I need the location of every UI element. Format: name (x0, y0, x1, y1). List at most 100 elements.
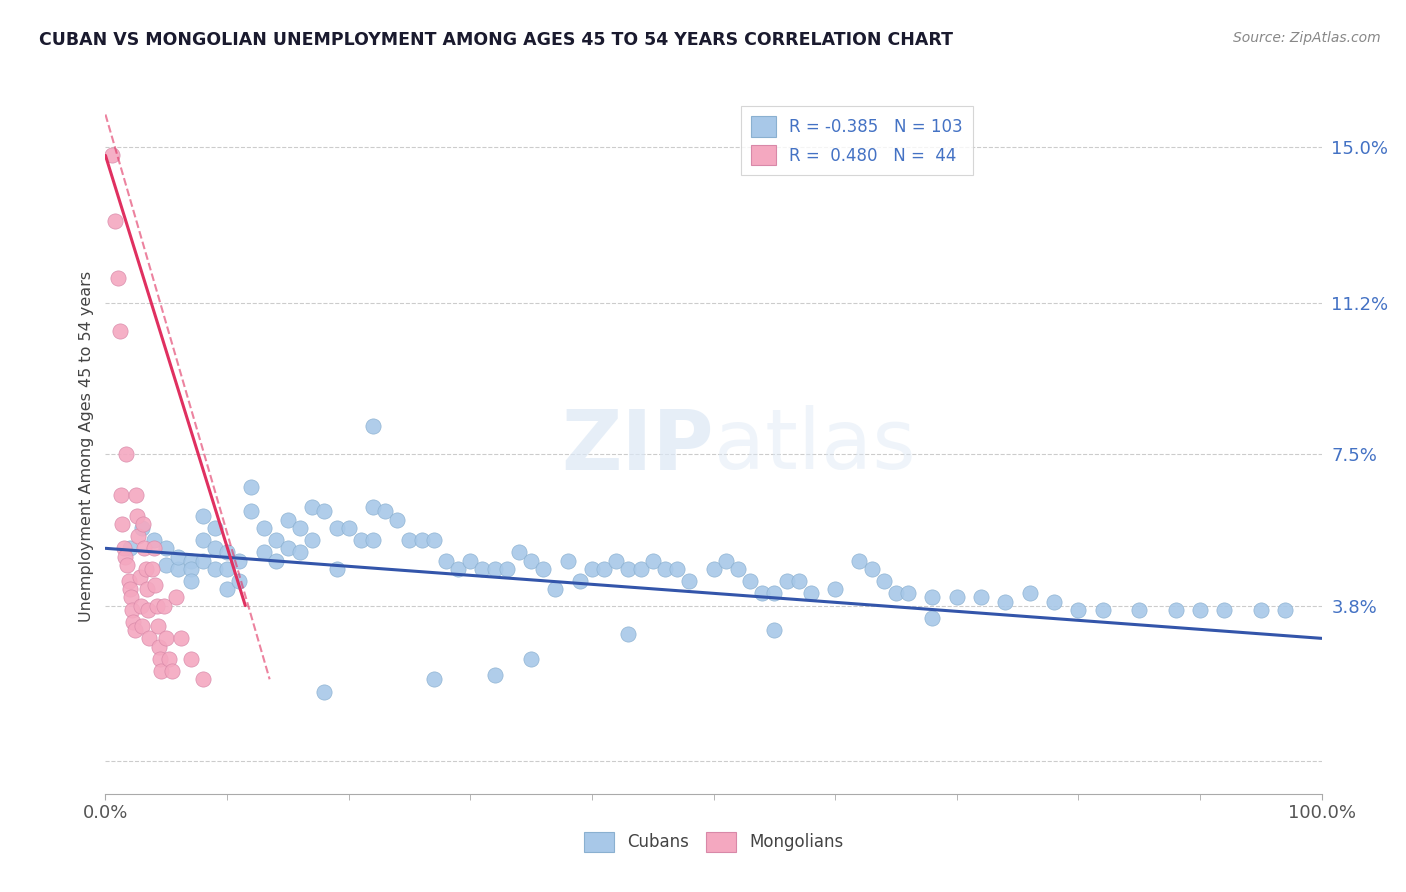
Point (484, 562, 506, 576)
Point (581, 562, 603, 576)
Point (848, 553, 870, 567)
Point (191, 673, 214, 687)
Point (398, 533, 420, 548)
Point (617, 562, 640, 576)
Point (921, 611, 943, 625)
Point (897, 586, 920, 600)
Point (361, 418, 384, 433)
Point (141, 562, 163, 576)
Point (751, 586, 773, 600)
Point (520, 652, 543, 666)
Point (153, 599, 176, 613)
Point (125, 488, 148, 502)
Point (458, 553, 481, 567)
Point (763, 623, 786, 637)
Point (217, 545, 239, 559)
Point (301, 533, 323, 548)
Point (787, 574, 810, 588)
Legend: Cubans, Mongolians: Cubans, Mongolians (576, 825, 851, 859)
Point (288, 521, 311, 535)
Point (204, 562, 226, 576)
Point (138, 632, 160, 646)
Point (1091, 603, 1114, 617)
Point (228, 574, 250, 588)
Point (117, 574, 139, 588)
Point (641, 553, 664, 567)
Point (727, 562, 749, 576)
Point (252, 521, 274, 535)
Point (167, 549, 190, 564)
Point (520, 553, 543, 567)
Point (617, 627, 640, 641)
Point (121, 603, 143, 617)
Point (180, 574, 202, 588)
Point (1250, 603, 1272, 617)
Point (337, 521, 360, 535)
Point (112, 541, 135, 556)
Point (136, 603, 159, 617)
Point (111, 516, 134, 531)
Point (108, 325, 131, 339)
Point (557, 553, 579, 567)
Point (593, 562, 616, 576)
Text: ZIP: ZIP (561, 406, 713, 486)
Point (763, 586, 786, 600)
Point (1018, 586, 1040, 600)
Point (114, 549, 136, 564)
Point (135, 582, 157, 597)
Point (204, 521, 226, 535)
Point (824, 582, 846, 597)
Point (131, 521, 153, 535)
Point (1067, 603, 1090, 617)
Text: Source: ZipAtlas.com: Source: ZipAtlas.com (1233, 31, 1381, 45)
Point (361, 500, 384, 515)
Point (1213, 603, 1236, 617)
Point (204, 541, 226, 556)
Point (873, 574, 896, 588)
Point (714, 553, 737, 567)
Point (1043, 594, 1066, 608)
Point (143, 578, 166, 592)
Point (264, 553, 287, 567)
Point (423, 533, 446, 548)
Point (104, 214, 127, 228)
Point (921, 591, 943, 605)
Point (134, 541, 156, 556)
Point (155, 558, 177, 572)
Point (544, 582, 567, 597)
Point (411, 533, 433, 548)
Point (240, 504, 263, 518)
Point (775, 574, 797, 588)
Point (149, 652, 172, 666)
Point (264, 533, 287, 548)
Point (350, 533, 373, 548)
Point (1274, 603, 1296, 617)
Point (314, 684, 336, 698)
Point (148, 640, 170, 654)
Point (423, 673, 446, 687)
Point (970, 591, 993, 605)
Point (162, 664, 184, 678)
Point (447, 562, 470, 576)
Point (180, 562, 202, 576)
Point (945, 591, 967, 605)
Point (118, 582, 141, 597)
Point (277, 541, 299, 556)
Point (361, 533, 384, 548)
Point (157, 652, 180, 666)
Point (630, 562, 652, 576)
Point (800, 586, 823, 600)
Point (135, 562, 157, 576)
Point (860, 562, 883, 576)
Point (374, 504, 396, 518)
Point (127, 529, 149, 543)
Point (191, 508, 214, 523)
Point (165, 591, 187, 605)
Point (131, 619, 153, 633)
Point (122, 615, 145, 629)
Point (702, 562, 725, 576)
Point (217, 582, 239, 597)
Point (143, 541, 166, 556)
Point (471, 562, 494, 576)
Point (132, 516, 155, 531)
